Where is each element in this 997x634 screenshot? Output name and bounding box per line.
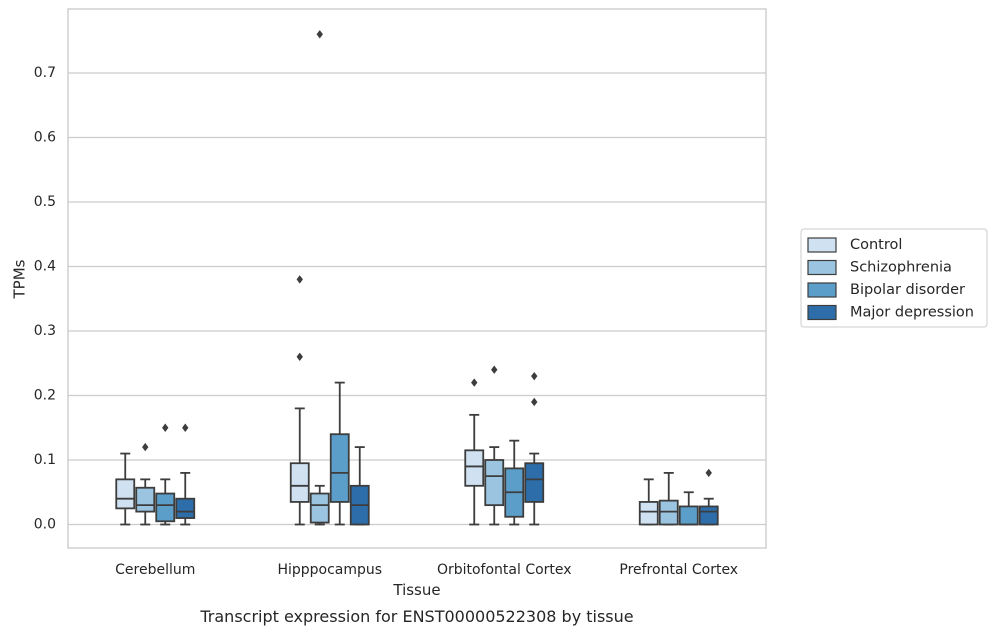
box-iqr <box>658 499 679 526</box>
box-control <box>289 275 310 526</box>
x-tick-label: Hipppocampus <box>277 562 382 578</box>
box-iqr <box>524 462 545 503</box>
box-iqr <box>115 478 136 510</box>
legend-label: Control <box>850 237 902 253</box>
outlier-point <box>182 423 189 432</box>
box-bipolar-disorder <box>155 423 176 526</box>
legend-item: Bipolar disorder <box>807 282 965 298</box>
box-iqr <box>155 492 176 523</box>
box-schizophrenia <box>484 365 505 526</box>
legend-swatch <box>807 237 837 253</box>
y-tick-label: 0.6 <box>34 130 56 146</box>
outlier-point <box>491 365 498 374</box>
y-axis-ticks: 0.0 0.1 0.2 0.3 0.4 0.5 0.6 0.7 <box>34 65 56 533</box>
y-tick-label: 0.5 <box>34 194 56 210</box>
y-tick-label: 0.7 <box>34 65 56 81</box>
box-iqr <box>175 497 196 519</box>
legend-label: Major depression <box>850 305 974 321</box>
box-schizophrenia <box>135 442 156 526</box>
y-tick-label: 0.2 <box>34 388 56 404</box>
box-major-depression <box>349 446 370 526</box>
outlier-point <box>142 442 149 452</box>
box-iqr <box>135 486 156 513</box>
x-axis-ticks: Cerebellum Hipppocampus Orbitofontal Corte… <box>115 562 738 578</box>
outlier-point <box>162 423 169 432</box>
box-iqr <box>678 505 699 526</box>
legend-frame <box>800 228 988 328</box>
x-tick-label: Cerebellum <box>115 562 195 578</box>
y-tick-label: 0.4 <box>34 259 56 275</box>
outlier-point <box>531 371 538 381</box>
legend-swatch <box>807 282 837 298</box>
box-iqr <box>309 492 330 524</box>
box-iqr <box>464 449 485 487</box>
legend-swatch <box>807 304 837 321</box>
box-control <box>464 378 485 526</box>
box-major-depression <box>698 468 719 526</box>
outlier-point <box>471 378 478 387</box>
box-iqr <box>329 433 350 503</box>
box-major-depression <box>175 423 196 526</box>
legend-item: Schizophrenia <box>807 259 952 276</box>
y-axis-label: TPMs <box>11 259 29 299</box>
y-tick-label: 0.0 <box>34 517 56 533</box>
legend: Control Schizophrenia Bipolar disorder Majo… <box>800 228 988 328</box>
box-iqr <box>484 459 505 507</box>
box-plots <box>115 30 719 526</box>
legend-label: Bipolar disorder <box>850 282 965 298</box>
outlier-point <box>296 275 303 284</box>
x-axis-label: Tissue <box>392 581 440 599</box>
box-bipolar-disorder <box>678 491 699 526</box>
box-schizophrenia <box>309 30 330 526</box>
legend-swatch <box>807 259 837 276</box>
x-tick-label: Orbitofontal Cortex <box>437 562 572 578</box>
box-schizophrenia <box>658 471 679 526</box>
box-iqr <box>698 505 719 526</box>
gridlines <box>68 72 766 526</box>
outlier-point <box>531 397 538 407</box>
x-tick-label: Prefrontal Cortex <box>619 562 738 578</box>
plot-frame <box>67 8 767 549</box>
outlier-point <box>705 468 712 478</box>
legend-item: Control <box>807 237 902 253</box>
y-tick-label: 0.1 <box>34 452 56 468</box>
box-iqr <box>289 462 310 503</box>
box-bipolar-disorder <box>504 439 525 526</box>
box-control <box>638 478 659 526</box>
outlier-point <box>316 30 323 39</box>
box-major-depression <box>524 371 545 526</box>
y-tick-label: 0.3 <box>34 323 56 339</box>
outlier-point <box>296 352 303 361</box>
box-bipolar-disorder <box>329 381 350 526</box>
chart-caption: Transcript expression for ENST0000052230… <box>199 607 633 626</box>
legend-item: Major depression <box>807 304 974 321</box>
legend-label: Schizophrenia <box>850 260 952 276</box>
box-control <box>115 452 136 526</box>
box-iqr <box>638 501 659 526</box>
